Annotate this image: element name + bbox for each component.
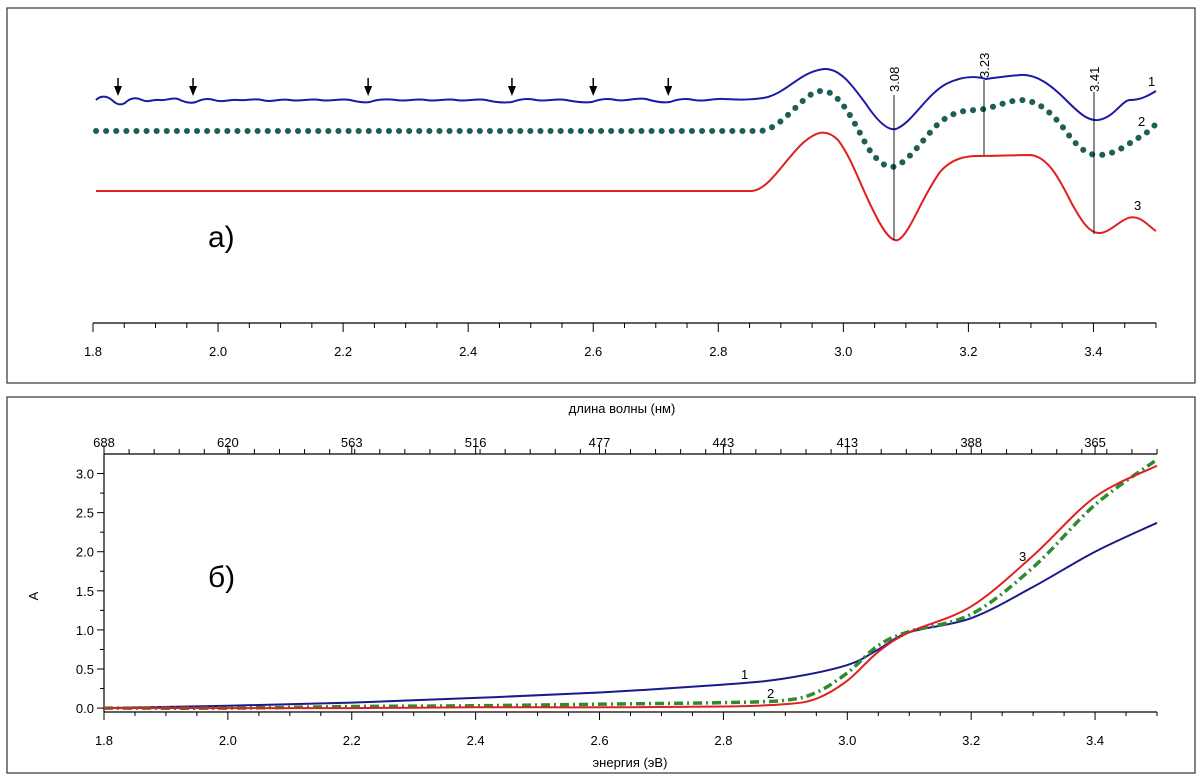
panel-b-y-tick-label: 1.0 bbox=[76, 623, 94, 638]
arrow-head bbox=[507, 86, 516, 96]
panel-a-x-tick-label: 3.4 bbox=[1084, 344, 1102, 359]
panel-b-y-tick-label: 0.0 bbox=[76, 701, 94, 716]
panel-b-top-axis-title: длина волны (нм) bbox=[569, 401, 676, 416]
panel-b-x-tick-label: 1.8 bbox=[95, 733, 113, 748]
panel-a-tick-labels: 1.8 2.0 2.2 2.4 2.6 2.8 3.0 3.2 3.4 bbox=[84, 344, 1103, 359]
panel-b-top-tick-label: 563 bbox=[341, 435, 363, 450]
panel-b-curves bbox=[103, 458, 1159, 710]
panel-a: 1.8 2.0 2.2 2.4 2.6 2.8 3.0 3.2 3.4 1 2 3 3.08 3… bbox=[84, 53, 1159, 359]
panel-b-x-tick-label: 2.6 bbox=[590, 733, 608, 748]
panel-b-y-tick-label: 2.0 bbox=[76, 545, 94, 560]
panel-b-top-tick-label: 388 bbox=[960, 435, 982, 450]
panel-b-x-axis-title: энергия (эВ) bbox=[593, 755, 668, 770]
panel-b-x-tick-label: 3.2 bbox=[962, 733, 980, 748]
panel-a-curve-1-label: 1 bbox=[1148, 74, 1155, 89]
panel-b-curve-2-label: 2 bbox=[767, 686, 774, 701]
panel-a-x-tick-label: 1.8 bbox=[84, 344, 102, 359]
panel-b-x-tick-label: 3.0 bbox=[838, 733, 856, 748]
panel-a-letter: а) bbox=[208, 221, 235, 254]
panel-b-y-tick-label: 3.0 bbox=[76, 467, 94, 482]
panel-a-x-tick-label: 2.0 bbox=[209, 344, 227, 359]
panel-b-ticks bbox=[97, 445, 1158, 720]
panel-b-top-tick-label: 620 bbox=[217, 435, 239, 450]
panel-b-curve-3-label: 3 bbox=[1019, 549, 1026, 564]
panel-a-curve-1 bbox=[95, 67, 1157, 131]
panel-b-tick-labels: 1.8 2.0 2.2 2.4 2.6 2.8 3.0 3.2 3.4 0.0 0.5 1.0 1.5 2… bbox=[76, 435, 1106, 748]
panel-b-curve-1 bbox=[103, 521, 1158, 710]
panel-b-y-tick-label: 0.5 bbox=[76, 662, 94, 677]
panel-b-curve-3 bbox=[104, 464, 1158, 710]
panel-b-letter: б) bbox=[208, 561, 235, 594]
panel-a-x-tick-label: 2.6 bbox=[584, 344, 602, 359]
panel-a-curve-2-label: 2 bbox=[1138, 114, 1145, 129]
arrow-head bbox=[664, 86, 673, 96]
arrow-head bbox=[589, 86, 598, 96]
panel-a-x-tick-label: 3.0 bbox=[834, 344, 852, 359]
panel-b-y-tick-label: 1.5 bbox=[76, 584, 94, 599]
panel-b-x-tick-label: 2.2 bbox=[343, 733, 361, 748]
panel-a-ticks bbox=[92, 323, 1157, 332]
panel-b-curve-1-label: 1 bbox=[741, 667, 748, 682]
marker-label-3-08: 3.08 bbox=[887, 67, 902, 92]
panel-a-frame bbox=[6, 7, 1196, 384]
marker-label-3-41: 3.41 bbox=[1087, 67, 1102, 92]
panel-b-frame bbox=[6, 396, 1196, 774]
panel-a-curve-3-label: 3 bbox=[1134, 198, 1141, 213]
panel-a-curve-3 bbox=[96, 131, 1157, 242]
panel-a-x-tick-label: 2.2 bbox=[334, 344, 352, 359]
panel-b-y-axis-title: A bbox=[26, 591, 41, 600]
panel-b-x-tick-label: 2.4 bbox=[467, 733, 485, 748]
panel-b-top-tick-label: 413 bbox=[836, 435, 858, 450]
panel-b-top-tick-label: 516 bbox=[465, 435, 487, 450]
panel-a-arrows bbox=[114, 78, 673, 96]
panel-a-x-tick-label: 2.8 bbox=[709, 344, 727, 359]
panel-b-x-tick-label: 2.0 bbox=[219, 733, 237, 748]
panel-b-x-tick-label: 3.4 bbox=[1086, 733, 1104, 748]
panel-b-top-tick-label: 477 bbox=[589, 435, 611, 450]
marker-label-3-23: 3.23 bbox=[977, 53, 992, 78]
panel-b-top-tick-label: 688 bbox=[93, 435, 115, 450]
panel-b-x-tick-label: 2.8 bbox=[714, 733, 732, 748]
panel-b-y-tick-label: 2.5 bbox=[76, 506, 94, 521]
panel-a-x-tick-label: 2.4 bbox=[459, 344, 477, 359]
arrow-head bbox=[189, 86, 198, 96]
arrow-head bbox=[364, 86, 373, 96]
arrow-head bbox=[114, 86, 123, 96]
panel-b-curve-2 bbox=[103, 458, 1159, 710]
panel-a-x-tick-label: 3.2 bbox=[959, 344, 977, 359]
panel-a-curve-2 bbox=[93, 87, 1159, 170]
panel-b-top-tick-label: 443 bbox=[713, 435, 735, 450]
panel-b: 1.8 2.0 2.2 2.4 2.6 2.8 3.0 3.2 3.4 0.0 0.5 1.0 1.5 2… bbox=[26, 401, 1159, 770]
panel-b-top-tick-label: 365 bbox=[1084, 435, 1106, 450]
